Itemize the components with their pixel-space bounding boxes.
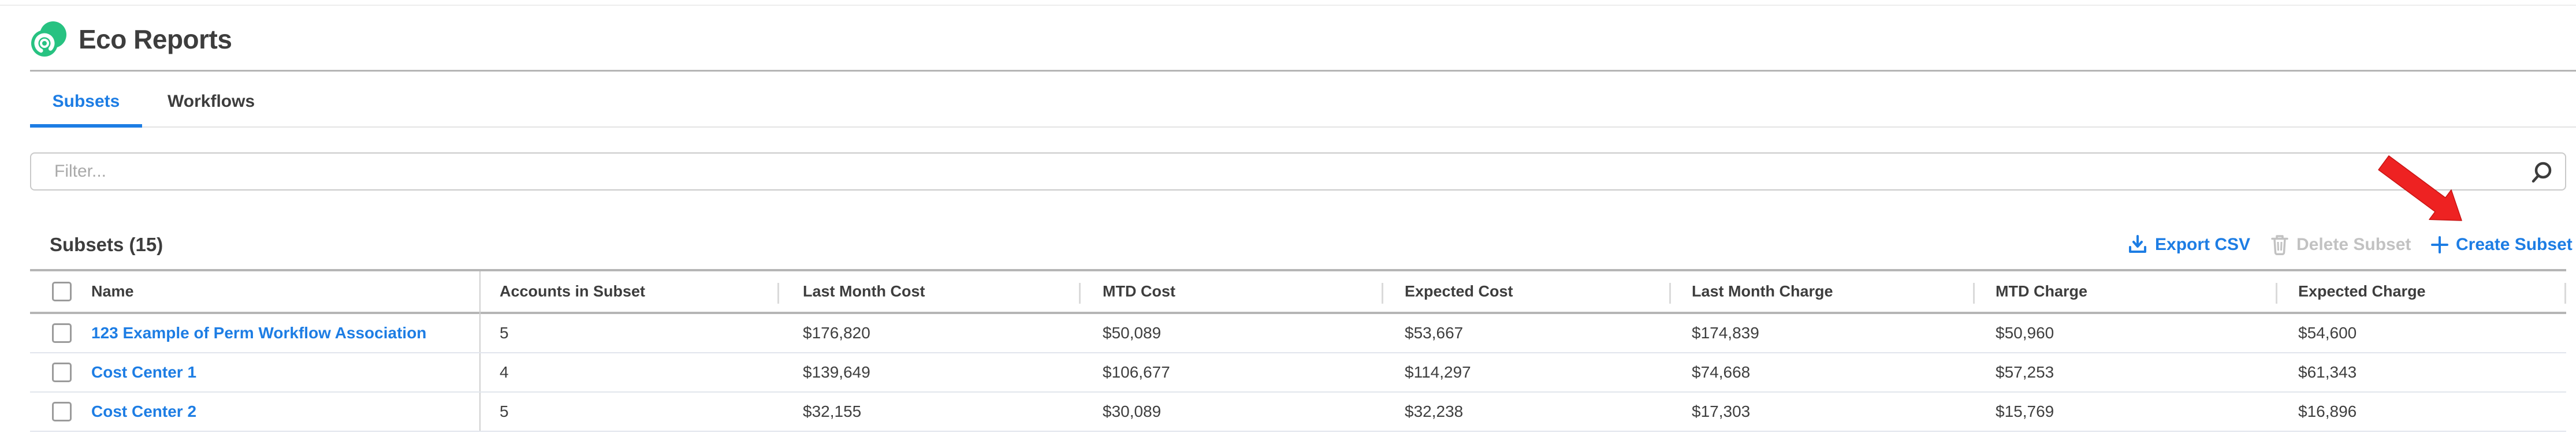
accounts-cell: 5: [500, 402, 509, 421]
download-tray-icon: [2127, 234, 2148, 255]
mtd-charge-cell: $15,769: [1996, 402, 2054, 421]
header-column-divider: [777, 283, 779, 304]
column-header-mtd-charge[interactable]: MTD Charge: [1996, 283, 2087, 301]
create-subset-label: Create Subset: [2456, 235, 2573, 255]
column-header-expected-charge[interactable]: Expected Charge: [2298, 283, 2426, 301]
mtd-cost-cell: $50,089: [1103, 324, 1161, 342]
header-column-divider: [1973, 283, 1975, 304]
trash-icon: [2270, 234, 2290, 255]
search-icon[interactable]: [2529, 159, 2554, 185]
mtd-cost-cell: $106,677: [1103, 363, 1170, 382]
column-header-last-month-cost[interactable]: Last Month Cost: [803, 283, 925, 301]
header-column-divider: [2564, 283, 2566, 304]
header-divider: [30, 70, 2576, 72]
row-checkbox[interactable]: [52, 323, 72, 343]
subset-name-link[interactable]: Cost Center 1: [91, 363, 196, 382]
table-row: Cost Center 1 4 $139,649 $106,677 $114,2…: [30, 353, 2566, 393]
mtd-cost-cell: $30,089: [1103, 402, 1161, 421]
eco-reports-page: Eco Reports Subsets Workflows Subsets (1…: [0, 0, 2576, 448]
expected-charge-cell: $54,600: [2298, 324, 2357, 342]
column-header-accounts[interactable]: Accounts in Subset: [500, 283, 645, 301]
subset-name-link[interactable]: 123 Example of Perm Workflow Association: [91, 324, 426, 342]
mtd-charge-cell: $50,960: [1996, 324, 2054, 342]
export-csv-button[interactable]: Export CSV: [2127, 234, 2250, 255]
header-column-divider: [1079, 283, 1081, 304]
row-checkbox[interactable]: [52, 402, 72, 421]
column-header-expected-cost[interactable]: Expected Cost: [1405, 283, 1513, 301]
expected-cost-cell: $53,667: [1405, 324, 1463, 342]
filter-input[interactable]: [30, 152, 2566, 191]
last-month-cost-cell: $176,820: [803, 324, 870, 342]
expected-charge-cell: $16,896: [2298, 402, 2357, 421]
header-column-divider: [1382, 283, 1383, 304]
top-hairline: [0, 5, 2576, 6]
plus-icon: [2430, 236, 2449, 254]
section-title: Subsets (15): [50, 234, 163, 256]
expected-cost-cell: $32,238: [1405, 402, 1463, 421]
mtd-charge-cell: $57,253: [1996, 363, 2054, 382]
last-month-cost-cell: $139,649: [803, 363, 870, 382]
column-header-mtd-cost[interactable]: MTD Cost: [1103, 283, 1175, 301]
accounts-cell: 5: [500, 324, 509, 342]
last-month-charge-cell: $74,668: [1692, 363, 1750, 382]
table-header-row: Name Accounts in Subset Last Month Cost …: [30, 271, 2566, 312]
select-all-checkbox[interactable]: [52, 282, 72, 301]
subset-name-link[interactable]: Cost Center 2: [91, 402, 196, 421]
create-subset-button[interactable]: Create Subset: [2430, 235, 2573, 255]
last-month-cost-cell: $32,155: [803, 402, 861, 421]
active-tab-underline: [30, 124, 142, 128]
column-header-last-month-charge[interactable]: Last Month Charge: [1692, 283, 1833, 301]
eco-logo-icon: [30, 21, 67, 58]
expected-charge-cell: $61,343: [2298, 363, 2357, 382]
tab-subsets[interactable]: Subsets: [30, 92, 142, 111]
column-header-name[interactable]: Name: [91, 283, 134, 301]
tabs-baseline: [30, 126, 2576, 128]
export-csv-label: Export CSV: [2155, 235, 2250, 255]
delete-subset-label: Delete Subset: [2296, 235, 2411, 255]
last-month-charge-cell: $174,839: [1692, 324, 1759, 342]
table-row: 123 Example of Perm Workflow Association…: [30, 314, 2566, 353]
tab-workflows[interactable]: Workflows: [167, 92, 255, 111]
header-column-divider: [2276, 283, 2277, 304]
last-month-charge-cell: $17,303: [1692, 402, 1750, 421]
row-checkbox[interactable]: [52, 363, 72, 382]
expected-cost-cell: $114,297: [1405, 363, 1471, 382]
subsets-table: Name Accounts in Subset Last Month Cost …: [30, 269, 2566, 432]
header-column-divider: [1669, 283, 1671, 304]
delete-subset-button[interactable]: Delete Subset: [2270, 234, 2411, 255]
table-row: Cost Center 2 5 $32,155 $30,089 $32,238 …: [30, 393, 2566, 432]
accounts-cell: 4: [500, 363, 509, 382]
page-title: Eco Reports: [79, 24, 232, 55]
